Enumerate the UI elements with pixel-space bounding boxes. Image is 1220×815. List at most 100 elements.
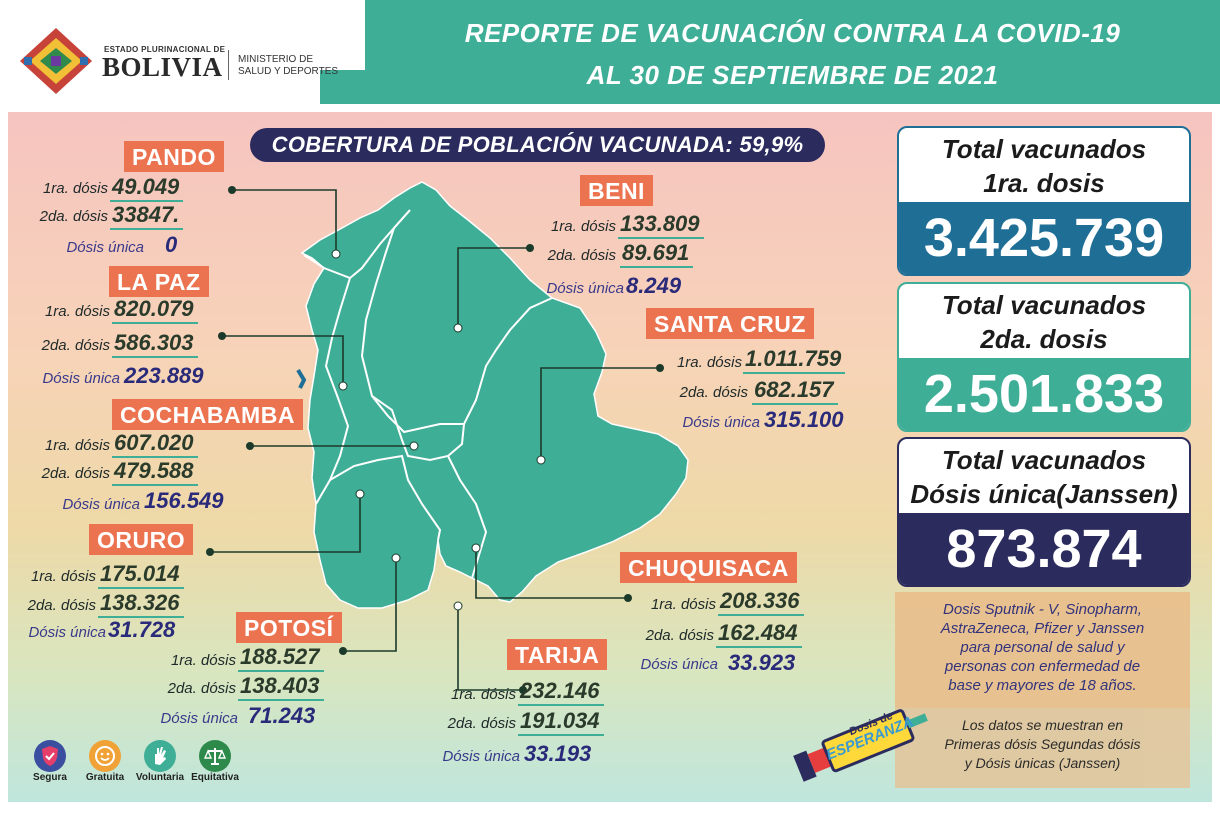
header-banner-step: [320, 70, 380, 104]
pando-single-dose-value: 0: [165, 232, 178, 257]
la-paz-single-dose-label: Dósis única: [42, 370, 120, 387]
potosi-second-dose-label: 2da. dósis: [167, 680, 236, 697]
tarija-single-dose-label: Dósis única: [442, 748, 520, 765]
report-title-line1: REPORTE DE VACUNACIÓN CONTRA LA COVID-19: [464, 18, 1121, 48]
data-info-note: Los datos se muestran en Primeras dósis …: [895, 708, 1190, 788]
value-label: Gratuita: [85, 772, 125, 783]
total-second-dose-title1: Total vacunados: [941, 290, 1147, 320]
potosi-single-dose-value: 71.243: [248, 703, 316, 728]
santa-cruz-first-dose-value: 1.011.759: [743, 346, 846, 374]
oruro-single-dose-value: 31.728: [108, 617, 176, 642]
santa-cruz-single-dose-value: 315.100: [764, 407, 844, 432]
cochabamba-first-dose-value: 607.020: [112, 430, 198, 458]
coverage-banner: COBERTURA DE POBLACIÓN VACUNADA: 59,9%: [250, 128, 825, 162]
report-title-line2: AL 30 DE SEPTIEMBRE DE 2021: [586, 60, 999, 90]
santa-cruz-first-dose-label: 1ra. dósis: [676, 354, 742, 371]
total-single-dose-title1: Total vacunados: [941, 445, 1147, 475]
shield-check-icon: [34, 740, 66, 772]
vaccine-note-line: para personal de salud y: [960, 639, 1125, 656]
raised-hand-icon: [144, 740, 176, 772]
data-note-line: Primeras dósis Segundas dósis: [944, 736, 1141, 752]
campaign-syringe-logo: Dosis de ESPERANZA: [780, 700, 940, 785]
total-second-dose-card: Total vacunados 2da. dosis 2.501.833: [897, 282, 1191, 432]
logo-divider: [228, 50, 229, 80]
chuquisaca-single-dose-label: Dósis única: [640, 656, 718, 673]
potosi-single-dose-label: Dósis única: [160, 710, 238, 727]
bolivia-emblem-logo: [18, 26, 94, 96]
value-voluntaria: Voluntaria: [130, 740, 190, 783]
value-gratuita: Gratuita: [75, 740, 135, 783]
oruro-first-dose-label: 1ra. dósis: [30, 568, 96, 585]
vaccine-note-line: base y mayores de 18 años.: [948, 677, 1137, 694]
total-second-dose-title2: 2da. dosis: [980, 324, 1108, 354]
data-note-line: Los datos se muestran en: [961, 717, 1124, 733]
la-paz-second-dose-label: 2da. dósis: [41, 337, 110, 354]
chuquisaca-first-dose-value: 208.336: [718, 588, 804, 616]
beni-second-dose-value: 89.691: [620, 240, 694, 268]
la-paz-single-dose-value: 223.889: [124, 363, 204, 388]
santa-cruz-second-dose-value: 682.157: [752, 377, 838, 405]
pando-first-dose-value: 49.049: [110, 174, 184, 202]
value-label: Segura: [33, 772, 67, 783]
logo-country-name: BOLIVIA: [102, 52, 223, 82]
dept-name-tarija: TARIJA: [507, 639, 608, 670]
chuquisaca-second-dose-label: 2da. dósis: [645, 627, 714, 644]
oruro-second-dose-label: 2da. dósis: [27, 597, 96, 614]
santa-cruz-second-dose-label: 2da. dósis: [679, 384, 748, 401]
cochabamba-single-dose-value: 156.549: [144, 488, 224, 513]
data-note-line: y Dósis únicas (Janssen): [964, 755, 1121, 771]
logo-state-text: ESTADO PLURINACIONAL DE: [104, 45, 226, 54]
cochabamba-first-dose-label: 1ra. dósis: [44, 437, 110, 454]
dept-name-beni: BENI: [580, 175, 653, 206]
smile-icon: [89, 740, 121, 772]
value-label: Equitativa: [191, 772, 239, 783]
pando-first-dose-label: 1ra. dósis: [42, 180, 108, 197]
dept-name-oruro: ORURO: [89, 524, 194, 555]
oruro-first-dose-value: 175.014: [98, 561, 184, 589]
cochabamba-single-dose-label: Dósis única: [62, 496, 140, 513]
pando-second-dose-value: 33847.: [110, 202, 184, 230]
dept-name-cochabamba: COCHABAMBA: [112, 399, 303, 430]
bolivia-map-shape: [300, 181, 689, 609]
ministry-name-line1: MINISTERIO DE: [238, 54, 314, 65]
chuquisaca-single-dose-value: 33.923: [728, 650, 796, 675]
santa-cruz-single-dose-label: Dósis única: [682, 414, 760, 431]
la-paz-first-dose-value: 820.079: [112, 296, 198, 324]
tarija-second-dose-value: 191.034: [518, 708, 604, 736]
potosi-first-dose-value: 188.527: [238, 644, 324, 672]
oruro-single-dose-label: Dósis única: [28, 624, 106, 641]
cochabamba-second-dose-label: 2da. dósis: [41, 465, 110, 482]
dept-name-chuquisaca: CHUQUISACA: [620, 552, 797, 583]
total-single-dose-value: 873.874: [899, 513, 1189, 585]
tarija-second-dose-label: 2da. dósis: [447, 715, 516, 732]
potosi-second-dose-value: 138.403: [238, 673, 324, 701]
vaccine-note-line: personas con enfermedad de: [944, 658, 1141, 675]
total-first-dose-title2: 1ra. dosis: [983, 168, 1105, 198]
vaccine-note-line: AstraZeneca, Pfizer y Janssen: [940, 620, 1145, 637]
beni-second-dose-label: 2da. dósis: [547, 247, 616, 264]
chuquisaca-first-dose-label: 1ra. dósis: [650, 596, 716, 613]
dept-name-santa-cruz: SANTA CRUZ: [646, 308, 814, 339]
ministry-name-line2: SALUD Y DEPORTES: [238, 66, 339, 77]
bolivia-map: [296, 181, 689, 609]
chuquisaca-second-dose-value: 162.484: [716, 620, 802, 648]
total-first-dose-value: 3.425.739: [899, 202, 1189, 274]
dept-name-la-paz: LA PAZ: [109, 266, 209, 297]
total-first-dose-card: Total vacunados 1ra. dosis 3.425.739: [897, 126, 1191, 276]
la-paz-second-dose-value: 586.303: [112, 330, 198, 358]
beni-first-dose-value: 133.809: [618, 211, 704, 239]
oruro-second-dose-value: 138.326: [98, 590, 184, 618]
dept-name-pando: PANDO: [124, 141, 224, 172]
tarija-single-dose-value: 33.193: [524, 741, 592, 766]
total-single-dose-card: Total vacunados Dósis única(Janssen) 873…: [897, 437, 1191, 587]
value-label: Voluntaria: [135, 772, 185, 783]
la-paz-first-dose-label: 1ra. dósis: [44, 303, 110, 320]
tarija-first-dose-label: 1ra. dósis: [450, 686, 516, 703]
beni-first-dose-label: 1ra. dósis: [550, 218, 616, 235]
header-banner: [365, 0, 1220, 104]
pando-second-dose-label: 2da. dósis: [39, 208, 108, 225]
total-first-dose-title1: Total vacunados: [941, 134, 1147, 164]
balance-scale-icon: [199, 740, 231, 772]
potosi-first-dose-label: 1ra. dósis: [170, 652, 236, 669]
